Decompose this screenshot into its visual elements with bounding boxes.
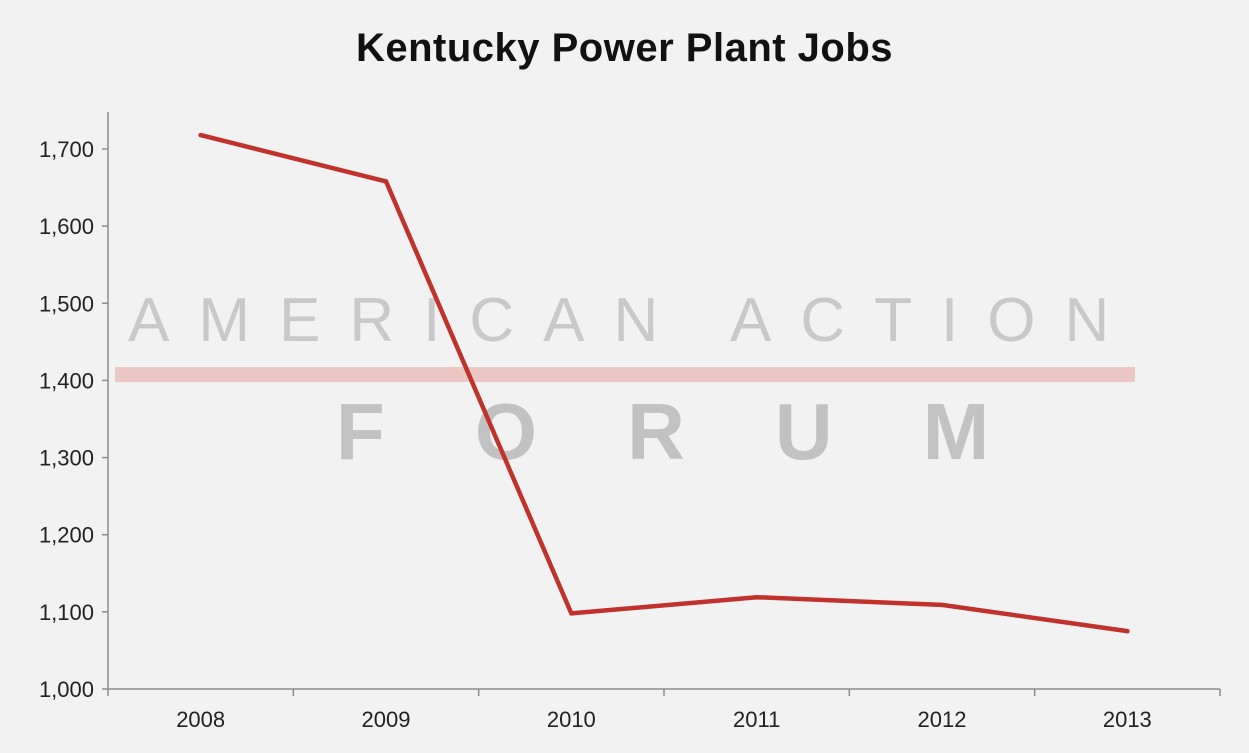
axes: [102, 112, 1221, 696]
data-point: [198, 132, 203, 138]
watermark-line1: AMERICAN ACTION: [128, 286, 1138, 355]
watermark-bar: [115, 367, 1135, 382]
x-tick-label: 2009: [362, 707, 411, 732]
x-tick-label: 2011: [733, 707, 780, 732]
x-tick-label: 2013: [1103, 707, 1152, 732]
series-line: [198, 132, 1130, 634]
y-tick-label: 1,600: [39, 214, 94, 239]
y-tick-labels: 1,000 1,100 1,200 1,300 1,400 1,500 1,600 1,700: [39, 137, 94, 702]
y-tick-label: 1,400: [39, 368, 94, 393]
data-point: [754, 595, 759, 600]
data-point: [383, 179, 389, 184]
series-layer: [198, 132, 1130, 634]
x-tick-labels: 2008 2009 2010 2011 2012 2013: [176, 707, 1152, 732]
x-tick-label: 2010: [547, 707, 596, 732]
y-tick-label: 1,500: [39, 291, 94, 316]
y-tick-label: 1,300: [39, 446, 94, 471]
y-tick-label: 1,100: [39, 600, 94, 625]
y-tick-label: 1,200: [39, 523, 94, 548]
x-tick-label: 2012: [918, 707, 967, 732]
data-point: [1125, 628, 1130, 634]
chart-title: Kentucky Power Plant Jobs: [355, 26, 894, 70]
y-tick-label: 1,700: [39, 137, 94, 162]
x-tick-label: 2008: [176, 707, 225, 732]
y-tick-label: 1,000: [39, 677, 94, 702]
data-point: [939, 602, 945, 608]
watermark-line2: FORUM: [336, 387, 1079, 476]
data-point: [569, 611, 574, 616]
watermark: AMERICAN ACTION FORUM: [115, 286, 1138, 476]
